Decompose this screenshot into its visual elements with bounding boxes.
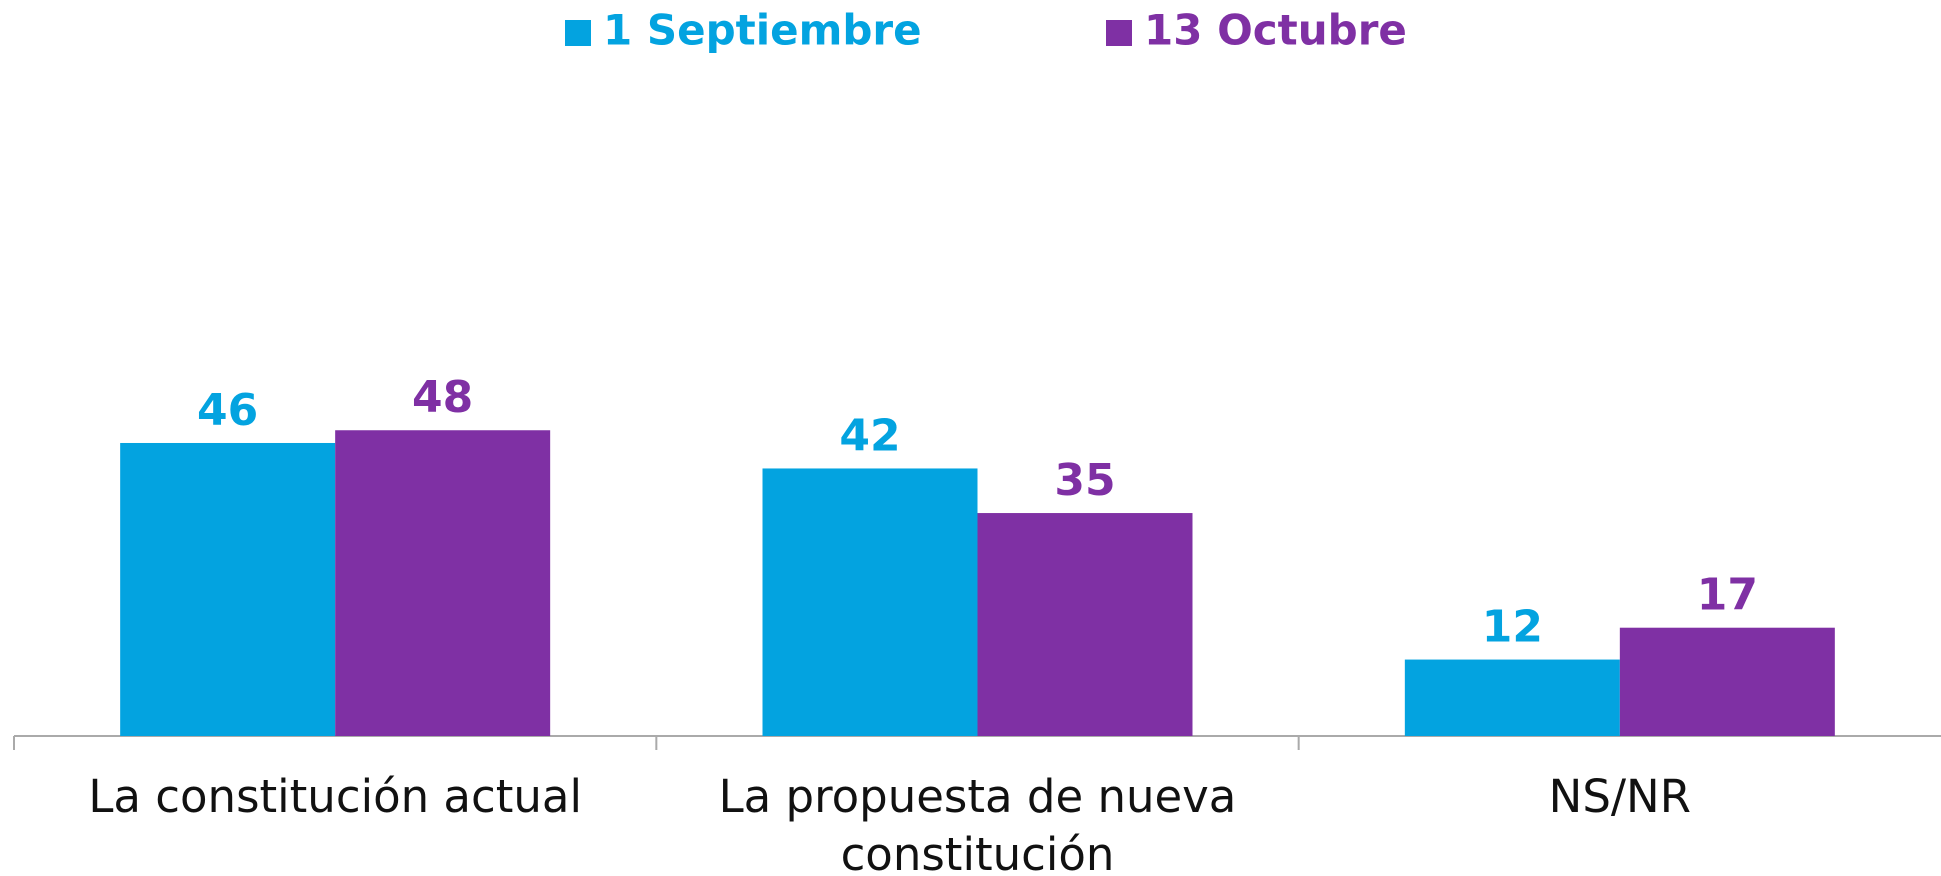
legend-label: 13 Octubre	[1144, 6, 1407, 55]
legend-swatch	[1106, 20, 1132, 46]
x-tick-label: La constitución actual	[88, 770, 582, 823]
bar	[977, 513, 1193, 736]
data-label: 46	[197, 385, 258, 436]
legend-label: 1 Septiembre	[603, 6, 922, 55]
bar	[120, 442, 336, 736]
bar	[762, 468, 978, 736]
x-tick-label: La propuesta de nueva constitución	[718, 770, 1237, 876]
bar	[1619, 627, 1835, 736]
legend-swatch	[565, 20, 591, 46]
data-label: 42	[839, 410, 900, 461]
data-label: 17	[1697, 570, 1758, 621]
x-tick-label: NS/NR	[1548, 770, 1691, 823]
data-label: 35	[1054, 455, 1115, 506]
data-label: 12	[1482, 602, 1543, 653]
bar	[1404, 659, 1620, 736]
data-label: 48	[412, 372, 473, 423]
bar	[335, 430, 551, 736]
